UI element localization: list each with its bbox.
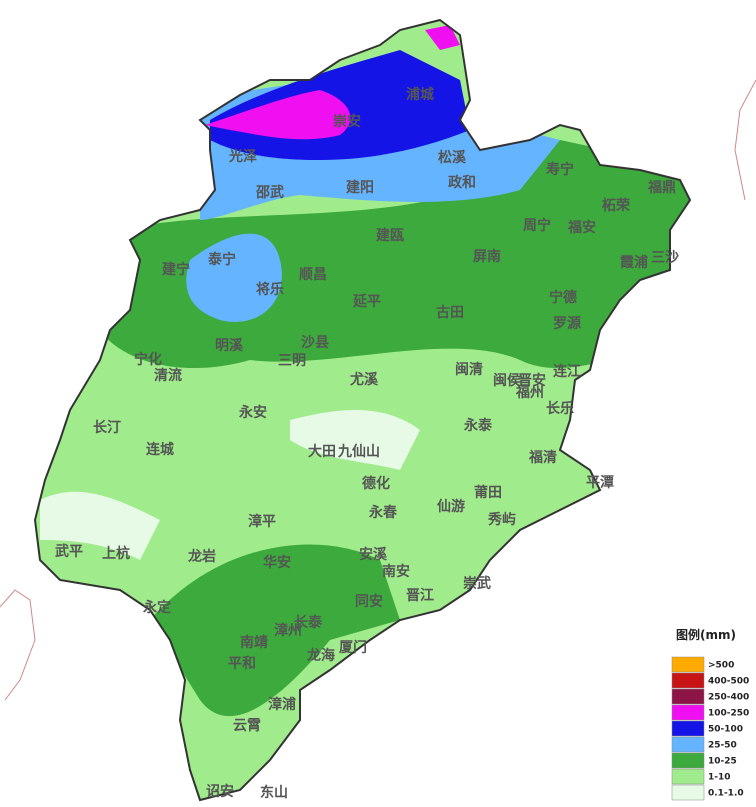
place-label: 连城 <box>146 441 174 458</box>
place-label: 将乐 <box>256 281 284 298</box>
border <box>0 589 36 701</box>
legend-title: 图例(mm) <box>676 627 736 642</box>
place-label: 长汀 <box>93 419 121 436</box>
place-label: 泰宁 <box>207 251 236 268</box>
place-label: 尤溪 <box>350 371 379 388</box>
border <box>734 79 756 201</box>
place-label: 漳州 <box>274 622 302 639</box>
place-label: 平潭 <box>586 474 614 491</box>
place-label: 莆田 <box>474 484 502 501</box>
place-label: 延平 <box>352 293 381 310</box>
place-label: 邵武 <box>255 184 284 201</box>
place-label: 同安 <box>355 593 383 610</box>
place-label: 周宁 <box>523 217 551 234</box>
legend-swatch <box>671 704 705 721</box>
place-label: 长乐 <box>546 400 574 417</box>
place-label: 东山 <box>260 784 288 801</box>
place-label: 仙游 <box>437 498 465 515</box>
legend-swatch <box>671 720 705 737</box>
legend-label: 1-10 <box>708 773 731 783</box>
legend-swatch <box>671 784 705 801</box>
place-label: 屏南 <box>473 248 501 265</box>
place-label: 南安 <box>382 563 410 580</box>
place-label: 南靖 <box>240 634 268 651</box>
place-label: 明溪 <box>215 337 244 354</box>
place-label: 漳平 <box>248 513 276 530</box>
place-label: 顺昌 <box>299 267 327 283</box>
place-label: 霞浦 <box>620 254 648 271</box>
legend-label: 10-25 <box>708 757 737 767</box>
place-label: 晋江 <box>406 587 434 604</box>
place-label: 闽侯 <box>493 372 522 389</box>
legend-swatch <box>671 688 705 705</box>
place-label: 崇安 <box>333 113 361 130</box>
place-label: 罗源 <box>553 315 581 332</box>
place-label: 闽清 <box>455 361 483 378</box>
legend-label: 100-250 <box>708 709 749 719</box>
place-label: 柘荣 <box>601 197 631 214</box>
place-label: 宁化 <box>134 351 162 368</box>
place-label: 政和 <box>448 174 476 191</box>
place-label: 崇武 <box>463 575 491 592</box>
place-label: 福清 <box>528 449 557 466</box>
place-label: 建瓯 <box>376 227 404 244</box>
place-label: 平和 <box>228 656 256 672</box>
place-label: 龙岩 <box>187 548 216 565</box>
place-label: 古田 <box>436 304 464 321</box>
place-label: 三沙 <box>651 250 679 266</box>
legend: 图例(mm) >500 400-500 250-400 100-250 50-100 25… <box>671 627 749 801</box>
place-label: 诏安 <box>206 783 234 800</box>
place-label: 寿宁 <box>546 161 574 178</box>
place-label: 三明 <box>278 353 306 369</box>
place-label: 华安 <box>263 554 291 571</box>
place-label: 上杭 <box>102 545 130 562</box>
place-label: 永春 <box>368 504 398 521</box>
legend-swatch <box>671 736 705 753</box>
place-label: 秀屿 <box>487 511 516 528</box>
place-label: 清流 <box>154 367 182 384</box>
place-label: 沙县 <box>301 335 329 351</box>
place-label: 漳浦 <box>268 696 296 713</box>
place-label: 福州 <box>515 384 544 401</box>
place-label: 光泽 <box>228 148 257 165</box>
legend-label: >500 <box>708 661 734 671</box>
place-label: 晋安 <box>518 372 546 389</box>
place-label: 永安 <box>238 404 267 421</box>
legend-swatch <box>671 752 705 769</box>
place-label: 永泰 <box>463 417 493 434</box>
legend-label: 400-500 <box>708 677 749 687</box>
legend-label: 50-100 <box>708 725 743 735</box>
legend-swatch <box>671 768 705 785</box>
place-label: 建宁 <box>162 261 190 278</box>
place-label: 九仙山 <box>337 443 380 460</box>
place-label: 厦门 <box>339 639 367 656</box>
place-label: 大田 <box>308 443 336 460</box>
place-label: 长泰 <box>294 614 323 631</box>
legend-label: 0.1-1.0 <box>708 789 744 799</box>
legend-label: 250-400 <box>708 693 749 703</box>
place-label: 云霄 <box>233 717 261 734</box>
place-label: 建阳 <box>346 179 374 196</box>
place-label: 德化 <box>362 475 390 492</box>
place-label: 松溪 <box>438 149 467 166</box>
place-label: 连江 <box>553 363 581 380</box>
legend-swatch <box>671 656 705 673</box>
place-label: 龙海 <box>306 647 335 664</box>
place-label: 武平 <box>55 543 83 560</box>
place-label: 福鼎 <box>647 179 676 196</box>
place-label: 宁德 <box>549 289 577 306</box>
place-label: 浦城 <box>406 86 434 103</box>
place-label: 福安 <box>567 219 596 236</box>
place-label: 永定 <box>142 599 171 616</box>
legend-swatch <box>671 672 705 689</box>
legend-label: 25-50 <box>708 741 737 751</box>
place-label: 安溪 <box>359 546 388 563</box>
